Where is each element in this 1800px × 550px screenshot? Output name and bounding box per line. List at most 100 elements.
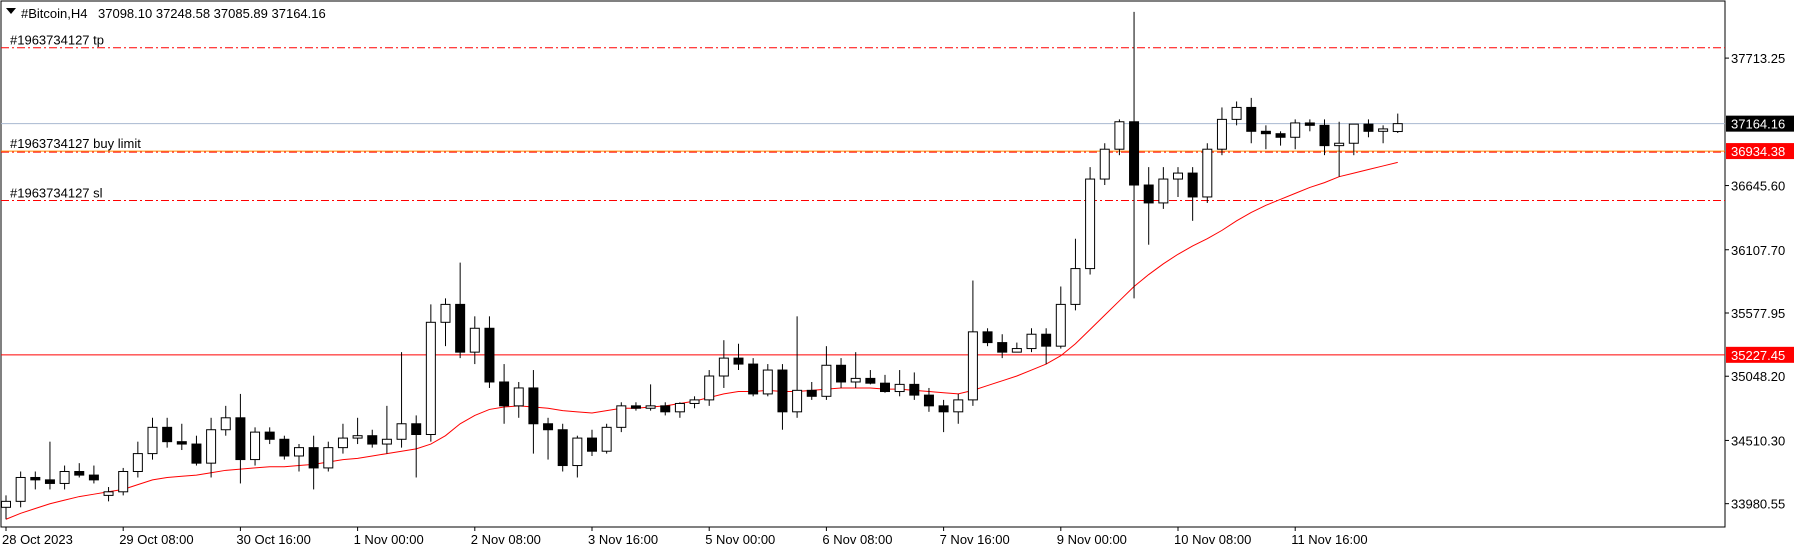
candle (1246, 97, 1257, 144)
candle (1070, 238, 1081, 311)
candle-body (1187, 172, 1198, 198)
candle-body (484, 327, 495, 383)
candle (1231, 101, 1242, 126)
x-tick-label: 6 Nov 08:00 (822, 532, 892, 547)
y-tick-label: 33980.55 (1731, 497, 1785, 512)
candle (396, 352, 407, 448)
candle (1187, 167, 1198, 221)
candle-body (880, 382, 890, 393)
candle-body (689, 399, 700, 404)
candle (455, 262, 466, 359)
candle-body (557, 429, 568, 467)
candle (499, 364, 510, 424)
candle-body (294, 447, 304, 457)
candle (1129, 11, 1140, 299)
stop-loss-label: #1963734127 sl (10, 186, 103, 201)
candle (206, 417, 217, 478)
candle-body (953, 399, 964, 413)
ohlc-readout: 37098.10 37248.58 37085.89 37164.16 (98, 6, 326, 21)
horizontal-level-tag: 35227.45 (1726, 346, 1794, 363)
current-price-tag: 37164.16 (1726, 115, 1794, 132)
candle-body (118, 471, 129, 493)
x-tick-label: 30 Oct 16:00 (236, 532, 310, 547)
candle (1304, 119, 1315, 132)
symbol-label: #Bitcoin,H4 (21, 6, 87, 21)
candle (1378, 125, 1389, 144)
candle (1026, 328, 1037, 353)
candle (836, 358, 847, 388)
candle (660, 402, 671, 416)
horizontal-level-tag-text: 35227.45 (1731, 348, 1785, 363)
y-tick-label: 36645.60 (1731, 179, 1785, 194)
candle (1173, 167, 1183, 197)
candle-body (836, 364, 847, 383)
x-tick-label: 28 Oct 2023 (2, 532, 73, 547)
candle-body (865, 377, 876, 384)
candle-body (762, 369, 773, 395)
candle-body (499, 381, 510, 407)
candle-body (923, 394, 934, 407)
x-tick-label: 1 Nov 00:00 (354, 532, 424, 547)
candle (748, 358, 759, 397)
candle-body (191, 443, 202, 464)
price-levels: #1963734127 tp #1963734127 buy limit #1963… (1, 33, 1725, 356)
candle (30, 471, 41, 490)
candle-body (308, 447, 319, 469)
candle-body (792, 389, 803, 413)
x-tick-label: 2 Nov 08:00 (471, 532, 541, 547)
current-price-tag-bg (1726, 115, 1794, 132)
candle-body (103, 491, 114, 496)
candle-body (967, 331, 978, 401)
candle (1392, 113, 1403, 133)
candle-body (455, 303, 466, 353)
candle-body (938, 405, 949, 413)
y-tick-label: 35577.95 (1731, 306, 1785, 321)
candle (279, 435, 290, 460)
triangle-down-icon[interactable] (6, 8, 16, 14)
candle-body (469, 327, 480, 353)
x-tick-label: 10 Nov 08:00 (1174, 532, 1251, 547)
price-axis[interactable]: 37713.25 36645.60 36107.70 35577.95 35048.20… (1725, 51, 1785, 512)
candle (1290, 119, 1301, 150)
candle-body (543, 423, 554, 431)
time-axis[interactable]: 28 Oct 2023 29 Oct 08:00 30 Oct 16:00 1 Nov… (2, 527, 1368, 547)
candle-body (235, 417, 246, 461)
moving-average-layer (5, 161, 1398, 520)
x-tick-label: 7 Nov 16:00 (940, 532, 1010, 547)
candle (967, 280, 978, 406)
x-tick-label: 11 Nov 16:00 (1291, 532, 1367, 547)
candle (880, 374, 890, 393)
candle (865, 370, 876, 385)
candle (1319, 119, 1330, 156)
candle-body (1334, 142, 1345, 147)
candle-body (777, 369, 788, 413)
candle-body (1099, 148, 1110, 180)
moving-average-line (5, 161, 1398, 520)
candle (411, 415, 422, 478)
candle-body (264, 431, 275, 440)
candle-body (1246, 106, 1257, 132)
candle-body (1202, 148, 1213, 198)
candle-body (1348, 123, 1359, 144)
candle-body (718, 357, 729, 377)
candle (1055, 286, 1066, 349)
candle (1, 495, 11, 520)
candle (704, 370, 715, 406)
candle-body (1378, 128, 1389, 132)
candle-body (1, 500, 11, 508)
candle (792, 316, 803, 418)
candle (1275, 131, 1286, 146)
candle-body (1304, 122, 1315, 126)
candle (220, 405, 231, 436)
candle-body (162, 426, 173, 443)
horizontal-level-tag-bg (1726, 346, 1794, 363)
candle (88, 465, 99, 484)
candle (367, 429, 378, 448)
candle (557, 423, 568, 472)
candle-body (1143, 184, 1154, 204)
candle (74, 463, 85, 478)
candle-body (1114, 121, 1125, 150)
candle (909, 372, 920, 400)
candle (323, 441, 334, 472)
